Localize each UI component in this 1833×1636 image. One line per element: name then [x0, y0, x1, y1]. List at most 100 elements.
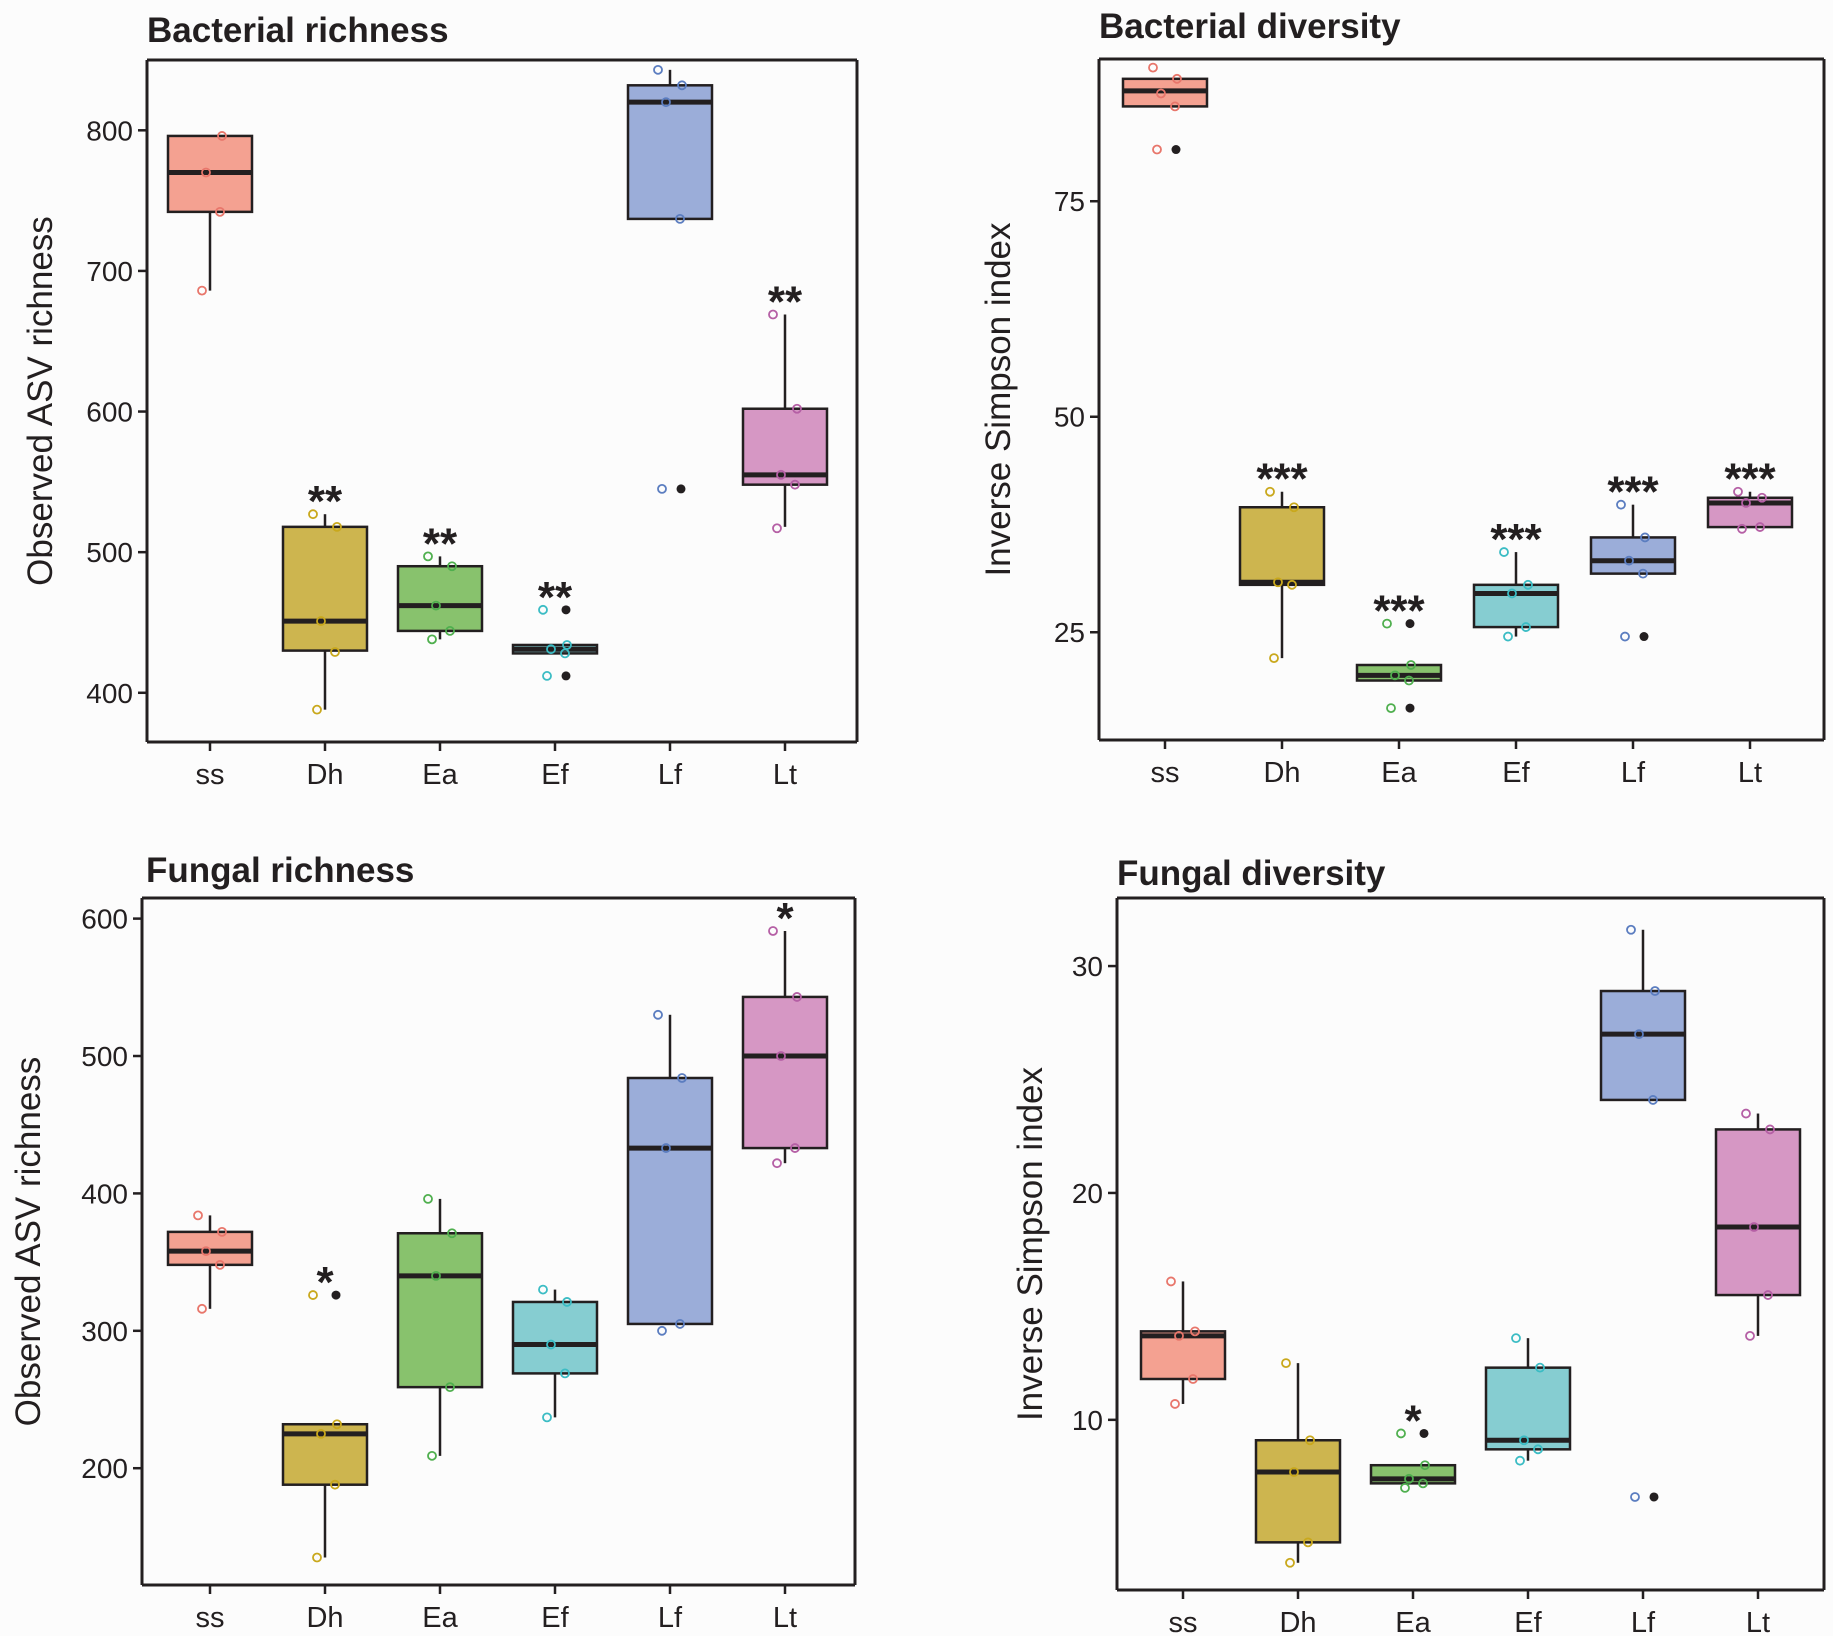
data-point [215, 206, 225, 217]
box-Lt [741, 995, 829, 1150]
data-point [447, 561, 457, 572]
data-point [1305, 1435, 1315, 1446]
significance-marker: ** [308, 477, 343, 526]
data-point [1289, 502, 1299, 513]
data-point [1287, 579, 1297, 590]
data-point [308, 509, 318, 520]
data-point [1511, 1333, 1521, 1344]
significance-marker: *** [1256, 455, 1308, 504]
data-point [1400, 1483, 1410, 1493]
data-point [193, 1210, 203, 1221]
data-point [1626, 924, 1636, 935]
y-tick-label: 75 [1054, 186, 1085, 217]
data-point [1624, 555, 1634, 566]
data-point [1404, 675, 1414, 686]
significance-marker: * [316, 1258, 334, 1307]
data-point [1406, 660, 1416, 670]
data-point [1172, 73, 1182, 84]
data-point [562, 640, 572, 650]
data-point [661, 97, 671, 108]
chart-panel-1: Bacterial richness Observed ASV richness 4… [21, 11, 859, 791]
data-point [217, 131, 227, 141]
x-tick-label: Dh [306, 1602, 343, 1634]
chart-panel-4: Fungal diversity Inverse Simpson index 10 2… [1011, 854, 1826, 1636]
data-point [1170, 101, 1180, 112]
data-point [546, 1339, 556, 1350]
data-point [423, 551, 433, 562]
outlier-point [1405, 703, 1415, 713]
data-point [1620, 631, 1630, 642]
data-point [1749, 1222, 1759, 1232]
x-tick-label: Ea [422, 1602, 458, 1634]
data-point [677, 80, 687, 91]
x-tick-label: ss [196, 1602, 225, 1634]
data-point [538, 1284, 548, 1295]
y-tick-label: 500 [86, 537, 133, 568]
x-tick-label: Dh [306, 759, 343, 791]
data-point [542, 1412, 552, 1423]
significance-marker: ** [423, 519, 458, 568]
x-tick-label: ss [1151, 757, 1180, 789]
data-point [1638, 568, 1648, 579]
box-Lf [626, 84, 714, 221]
box-Lf [626, 1076, 714, 1326]
significance-marker: *** [1724, 455, 1776, 504]
x-tick-label: Lt [773, 759, 797, 791]
data-point [1303, 1537, 1313, 1548]
outlier-point [331, 1290, 341, 1300]
data-point [1503, 631, 1513, 642]
chart-panel-3: Fungal richness Observed ASV richness 200 3… [9, 851, 857, 1634]
x-tick-label: Ef [1502, 757, 1530, 789]
data-point [1499, 547, 1509, 557]
data-point [201, 167, 211, 178]
data-point [1281, 1358, 1291, 1369]
data-point [1737, 523, 1747, 534]
x-tick-label: Lt [1738, 757, 1762, 789]
data-point [330, 1479, 340, 1490]
x-tick-label: Ea [1395, 1607, 1431, 1636]
y-tick-label: 400 [81, 1178, 128, 1209]
data-point [1382, 618, 1392, 629]
box-Ef [1484, 1366, 1572, 1451]
data-point [1535, 1362, 1545, 1373]
data-point [1763, 1290, 1773, 1300]
y-tick-label: 500 [81, 1041, 128, 1072]
data-point [1741, 1108, 1751, 1119]
y-tick-label: 300 [81, 1316, 128, 1347]
data-point [312, 1552, 322, 1563]
data-point [427, 634, 437, 645]
significance-marker: ** [768, 278, 803, 327]
data-point [431, 1270, 441, 1281]
x-tick-label: Ef [541, 1602, 569, 1634]
data-point [332, 1419, 342, 1430]
box-Lf [1599, 989, 1687, 1102]
box-Ef [511, 1300, 599, 1375]
data-point [792, 992, 802, 1002]
significance-marker: ** [538, 573, 573, 622]
x-tick-label: Dh [1263, 757, 1300, 789]
data-point [677, 1073, 687, 1083]
chart-panel-2: Bacterial diversity Inverse Simpson index… [979, 7, 1826, 789]
y-tick-label: 700 [86, 256, 133, 287]
box-Lt [1714, 1128, 1802, 1297]
y-tick-label: 10 [1072, 1405, 1103, 1436]
significance-marker: *** [1607, 468, 1659, 517]
y-tick-label: 25 [1054, 617, 1085, 648]
y-tick-label: 20 [1072, 1178, 1103, 1209]
y-tick-label: 400 [86, 678, 133, 709]
data-point [1650, 986, 1660, 996]
data-point [1515, 1455, 1525, 1466]
data-point [790, 479, 800, 490]
x-tick-label: Ef [1514, 1607, 1542, 1636]
chart-title: Bacterial diversity [1099, 7, 1401, 46]
data-point [776, 469, 786, 480]
data-point [217, 1226, 227, 1237]
data-point [675, 1319, 685, 1329]
data-point [1418, 1478, 1428, 1489]
data-point [1396, 1428, 1406, 1439]
chart-title: Fungal diversity [1117, 854, 1386, 893]
data-point [560, 1368, 570, 1379]
x-tick-label: Dh [1279, 1607, 1316, 1636]
x-tick-label: ss [1169, 1607, 1198, 1636]
